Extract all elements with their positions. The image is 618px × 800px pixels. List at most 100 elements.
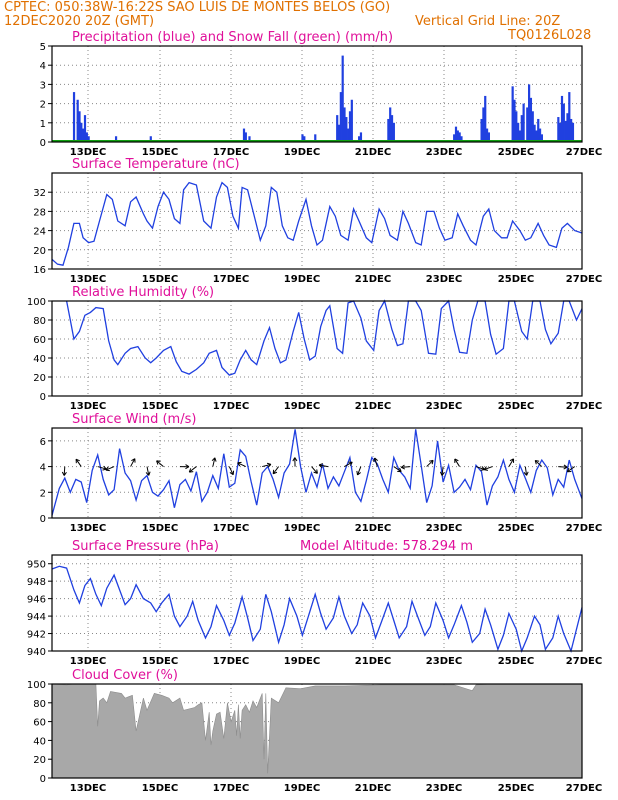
model-code: TQ0126L028 [508, 28, 592, 43]
wind-arrow [475, 466, 485, 470]
precip-bar [487, 132, 490, 142]
wind-arrow [374, 457, 378, 467]
y-tick-label: 3 [40, 80, 46, 91]
precip-bar [535, 130, 538, 142]
wind-arrow [483, 466, 493, 471]
x-tick-label: 15DEC [142, 783, 178, 794]
precip-bar [347, 128, 350, 142]
x-tick-label: 27DEC [566, 523, 602, 534]
y-tick-label: 6 [40, 437, 46, 448]
precip-bar [244, 132, 247, 142]
x-tick-label: 13DEC [70, 401, 106, 412]
precip-bar [82, 128, 85, 142]
x-tick-label: 17DEC [213, 656, 249, 667]
precip-bar [303, 136, 306, 142]
wind-arrowhead [105, 466, 110, 472]
x-tick-label: 21DEC [355, 783, 391, 794]
x-tick-label: 21DEC [355, 147, 391, 158]
precip-bar [301, 134, 304, 142]
precip-bar [511, 86, 514, 142]
panel-title: Relative Humidity (%) [72, 285, 214, 300]
x-tick-label: 23DEC [426, 523, 462, 534]
precip-bar [460, 136, 463, 142]
wind-arrow [146, 466, 150, 476]
y-tick-label: 4 [40, 463, 46, 474]
x-tick-label: 25DEC [498, 656, 534, 667]
x-tick-label: 21DEC [355, 656, 391, 667]
wind-arrowhead [313, 469, 318, 474]
y-tick-label: 80 [33, 316, 46, 327]
wind-arrowhead [563, 464, 568, 470]
wind-arrow [262, 463, 272, 468]
precip-bar [540, 134, 543, 142]
precip-bar [392, 122, 395, 142]
x-tick-label: 23DEC [426, 274, 462, 285]
grid-line-note: Vertical Grid Line: 20Z [415, 14, 561, 29]
precip-bar [80, 122, 83, 142]
wind-arrow [130, 458, 136, 467]
wind-arrowhead [102, 465, 107, 471]
precip-bar [76, 99, 79, 142]
precip-bar [248, 136, 251, 142]
wind-arrowhead [397, 467, 402, 473]
wind-arrow [319, 464, 329, 468]
x-tick-label: 27DEC [566, 401, 602, 412]
wind-arrow [212, 457, 216, 467]
wind-arrow [441, 466, 444, 476]
wind-arrow [508, 458, 514, 467]
x-tick-label: 19DEC [284, 274, 320, 285]
precip-bar [83, 115, 87, 142]
precip-bar [570, 118, 573, 142]
y-tick-label: 20 [33, 373, 46, 384]
wind-arrowhead [272, 469, 278, 475]
wind-arrow [454, 458, 460, 467]
x-tick-label: 23DEC [426, 783, 462, 794]
x-tick-label: 25DEC [498, 147, 534, 158]
x-tick-label: 19DEC [284, 401, 320, 412]
wind-arrowhead [454, 458, 459, 463]
precip-bar [314, 134, 317, 142]
precip-bar [560, 95, 564, 142]
precip-bar [85, 132, 88, 142]
x-tick-label: 17DEC [213, 523, 249, 534]
precip-bar [350, 99, 353, 142]
x-tick-label: 15DEC [142, 523, 178, 534]
x-tick-label: 21DEC [355, 523, 391, 534]
wind-arrowhead [483, 466, 489, 471]
panel-title: Surface Temperature (nC) [72, 157, 240, 172]
wind-arrowhead [61, 471, 67, 476]
wind-arrowhead [356, 470, 361, 476]
panel-1: 16 20 24 28 32 13DEC 15DEC 17DEC 19DEC 21DEC 23DEC… [33, 157, 602, 285]
precip-bar [520, 115, 523, 142]
y-tick-label: 942 [27, 630, 46, 641]
panel-frame [51, 300, 583, 397]
wind-arrowhead [400, 464, 406, 470]
precip-bar [341, 55, 344, 142]
wind-arrow [272, 466, 280, 475]
panel-4: 940 942 944 946 948 950 13DEC 15DEC 17DEC 19DEC 21… [27, 539, 602, 667]
wind-arrowhead [439, 471, 445, 476]
precip-bar [566, 113, 569, 142]
precip-bar [480, 118, 483, 142]
panel-frame [51, 683, 583, 779]
panel-title: Surface Wind (m/s) [72, 412, 196, 427]
precip-bar [513, 99, 516, 142]
y-tick-label: 100 [27, 680, 46, 691]
wind-arrowhead [188, 468, 194, 473]
model-altitude-note: Model Altitude: 578.294 m [300, 539, 473, 554]
precip-bar [454, 126, 458, 142]
x-tick-label: 21DEC [355, 274, 391, 285]
wind-arrow [105, 466, 115, 471]
precip-bar [559, 122, 562, 142]
panel-frame [51, 427, 583, 519]
precip-bar [564, 120, 567, 142]
wind-arrow [344, 461, 353, 468]
y-tick-label: 20 [33, 246, 46, 257]
wind-arrow [558, 466, 568, 468]
precip-bar [72, 92, 76, 142]
wind-arrow [75, 458, 82, 467]
panel-0: 0 1 2 3 4 5 13DEC 15DEC 17DEC 19DEC 21DEC 23DEC 25DE… [40, 30, 603, 158]
x-tick-label: 25DEC [498, 274, 534, 285]
precip-bar [526, 107, 529, 142]
wind-arrowhead [429, 459, 434, 465]
